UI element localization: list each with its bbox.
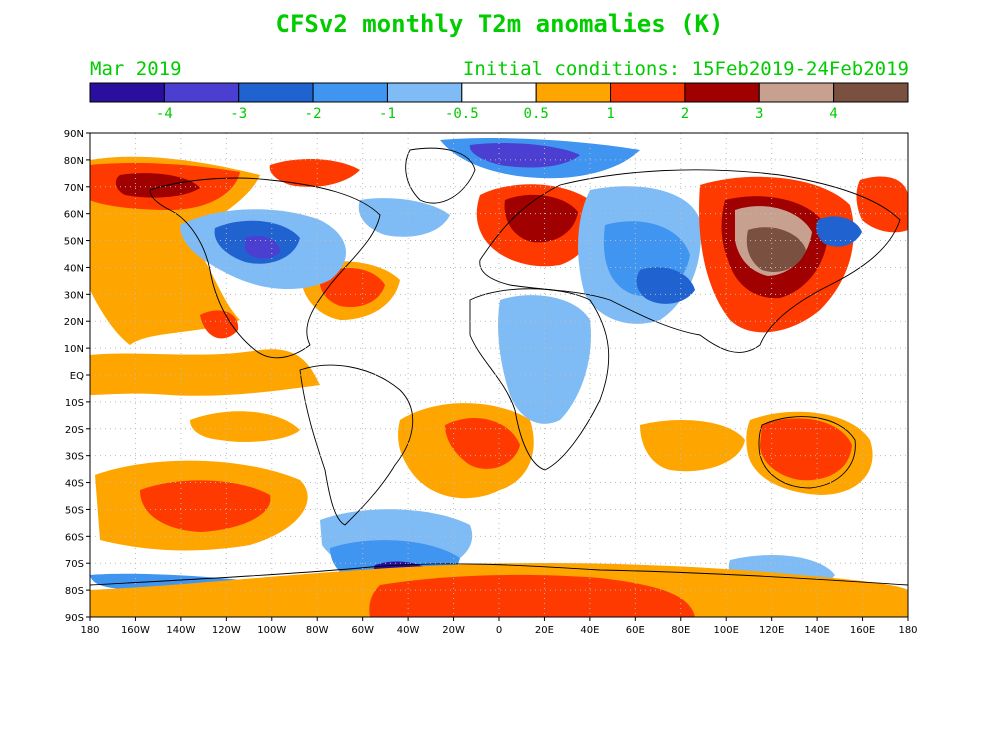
- arctic-cold-core: [469, 143, 580, 168]
- colorbar-swatch: [684, 82, 760, 103]
- colorbar-swatch: [89, 82, 165, 103]
- lat-label: 30S: [65, 452, 84, 463]
- south-atlantic-warm-core: [445, 417, 520, 469]
- lon-label: 120E: [759, 625, 784, 636]
- coast-south-america: [299, 364, 414, 526]
- far-east-warm: [856, 176, 908, 233]
- colorbar-tick-label: -0.5: [445, 106, 479, 122]
- lon-label: 160E: [850, 625, 875, 636]
- colorbar-swatch: [535, 82, 612, 103]
- lon-label: 180: [898, 625, 917, 636]
- antarctica-warm-core: [369, 574, 695, 617]
- lat-label: 50S: [65, 505, 84, 516]
- lon-label: 140E: [804, 625, 829, 636]
- tropical-pacific-warm: [90, 349, 320, 396]
- lat-label: 20S: [65, 425, 84, 436]
- latitude-labels: 90N 80N 70N 60N 50N 40N 30N 20N 10N EQ 10S 20S 30S 40…: [64, 129, 90, 624]
- lon-label: 0: [496, 625, 502, 636]
- colorbar-tick-label: -1: [379, 106, 396, 122]
- coast-australia: [758, 416, 856, 489]
- alaska-warm-core: [115, 173, 200, 198]
- australia-warm-core: [760, 418, 852, 481]
- scandinavia-warm-core: [504, 194, 578, 243]
- lon-label: 80E: [671, 625, 690, 636]
- lat-label: 70S: [65, 559, 84, 570]
- colorbar-swatch: [386, 82, 463, 103]
- colorbar-tick-label: 2: [681, 106, 689, 122]
- lon-label: 100E: [714, 625, 739, 636]
- colorbar-swatch: [461, 82, 537, 103]
- indian-ocean-warm: [640, 420, 745, 472]
- colorbar-swatch: [610, 82, 686, 103]
- lat-label: 30N: [64, 290, 84, 301]
- lon-label: 20E: [535, 625, 554, 636]
- greenland-cold: [358, 198, 450, 237]
- colorbar-swatch: [312, 82, 388, 103]
- canada-arctic-warm: [269, 158, 360, 187]
- lon-label: 60E: [626, 625, 645, 636]
- lon-label: 40W: [397, 625, 420, 636]
- lat-label: 10N: [64, 344, 84, 355]
- lon-label: 140W: [166, 625, 195, 636]
- map-panel: [90, 133, 908, 617]
- colorbar-swatch: [238, 82, 314, 103]
- initial-conditions-label: Initial conditions: 15Feb2019-24Feb2019: [462, 58, 909, 80]
- lat-label: 90N: [64, 129, 84, 140]
- colorbar-labels: -4 -3 -2 -1 -0.5 0.5 1 2 3 4: [156, 106, 838, 122]
- lon-label: 40E: [580, 625, 599, 636]
- kamchatka-cold: [816, 216, 862, 247]
- lon-label: 160W: [121, 625, 150, 636]
- lon-label: 20W: [442, 625, 465, 636]
- lon-label: 60W: [351, 625, 374, 636]
- coast-greenland: [405, 147, 476, 204]
- colorbar-tick-label: 1: [606, 106, 614, 122]
- south-pacific-warm-core: [140, 480, 271, 532]
- valid-month-label: Mar 2019: [90, 58, 182, 80]
- lat-label: EQ: [70, 371, 84, 382]
- colorbar-tick-label: -4: [156, 106, 173, 122]
- lon-label: 80W: [306, 625, 329, 636]
- lat-label: 80N: [64, 156, 84, 167]
- colorbar-tick-label: 0.5: [524, 106, 549, 122]
- colorbar: [89, 82, 909, 103]
- colorbar-swatch: [758, 82, 835, 103]
- coast-antarctica: [90, 563, 908, 586]
- lat-label: 50N: [64, 237, 84, 248]
- lat-label: 70N: [64, 183, 84, 194]
- colorbar-swatch: [163, 82, 240, 103]
- coast-north-america: [149, 177, 381, 359]
- lat-label: 20N: [64, 317, 84, 328]
- colorbar-tick-label: -2: [305, 106, 322, 122]
- lat-label: 40N: [64, 263, 84, 274]
- lon-label: 180: [80, 625, 99, 636]
- lat-label: 10S: [65, 398, 84, 409]
- colorbar-swatch: [833, 82, 909, 103]
- lat-label: 80S: [65, 586, 84, 597]
- east-pacific-warm: [190, 411, 300, 442]
- lon-label: 120W: [212, 625, 241, 636]
- north-america-cold-peak: [245, 235, 280, 259]
- colorbar-tick-label: -3: [230, 106, 247, 122]
- longitude-labels: 180 160W 140W 120W 100W 80W 60W 40W 20W 0 20E 40E 60…: [80, 617, 918, 636]
- chart-title: CFSv2 monthly T2m anomalies (K): [275, 10, 724, 38]
- central-pacific-warm-core: [200, 310, 239, 339]
- graticule: [90, 133, 908, 617]
- colorbar-tick-label: 3: [755, 106, 763, 122]
- colorbar-tick-label: 4: [829, 106, 837, 122]
- lon-label: 100W: [257, 625, 286, 636]
- coast-africa: [469, 288, 610, 471]
- lat-label: 60S: [65, 532, 84, 543]
- africa-cold: [498, 295, 591, 424]
- siberia-warm-peak-brown: [746, 227, 806, 272]
- lat-label: 90S: [65, 613, 84, 624]
- lat-label: 40S: [65, 479, 84, 490]
- lat-label: 60N: [64, 210, 84, 221]
